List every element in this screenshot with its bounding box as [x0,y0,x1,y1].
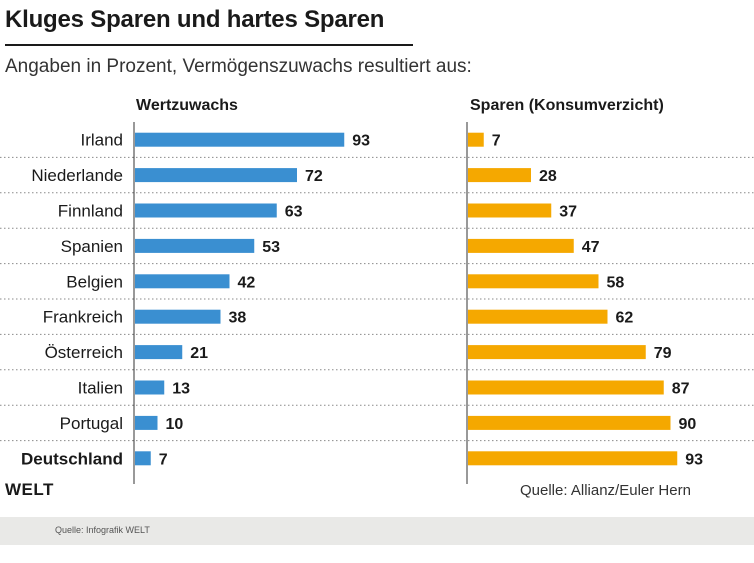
bar-sparen [468,380,664,395]
bar-sparen [468,415,671,430]
series-header-sparen: Sparen (Konsumverzicht) [470,97,664,114]
value-label: 38 [229,310,247,327]
value-label: 37 [559,204,577,221]
value-label: 93 [352,133,370,150]
bar-wertzuwachs [135,168,297,183]
bar-sparen [468,168,531,183]
footer-credit: Quelle: Infografik WELT [55,525,150,535]
value-label: 87 [672,381,690,398]
value-label: 10 [166,416,184,433]
value-label: 28 [539,168,557,185]
bar-wertzuwachs [135,132,345,147]
bar-wertzuwachs [135,415,158,430]
category-label: Österreich [45,343,123,362]
series-header-wertzuwachs: Wertzuwachs [136,97,238,114]
value-label: 93 [685,451,703,468]
bar-sparen [468,309,608,324]
category-label: Belgien [66,272,123,291]
bar-sparen [468,238,574,253]
source-note: Quelle: Allianz/Euler Hern [520,482,691,499]
bar-wertzuwachs [135,274,230,289]
bar-wertzuwachs [135,451,151,466]
bar-sparen [468,345,646,360]
category-label: Deutschland [21,449,123,468]
value-label: 62 [616,310,634,327]
value-label: 21 [190,345,208,362]
value-label: 63 [285,204,303,221]
welt-logo: WELT [5,480,54,499]
value-label: 90 [679,416,697,433]
category-label: Spanien [61,237,123,256]
bar-wertzuwachs [135,203,277,218]
value-label: 72 [305,168,323,185]
value-label: 7 [492,133,501,150]
value-label: 58 [607,274,625,291]
title-underline [5,44,413,46]
value-label: 53 [262,239,280,256]
bar-sparen [468,203,552,218]
category-label: Niederlande [31,166,123,185]
category-label: Italien [78,379,123,398]
category-label: Irland [80,131,123,150]
footer-bar: Quelle: Infografik WELT [0,517,754,545]
bar-wertzuwachs [135,380,165,395]
value-label: 79 [654,345,672,362]
value-label: 47 [582,239,600,256]
bar-chart: Wertzuwachs Sparen (Konsumverzicht) Irland… [0,97,754,484]
bar-sparen [468,132,484,147]
bar-sparen [468,451,678,466]
chart-subtitle: Angaben in Prozent, Vermögenszuwachs res… [5,56,472,77]
bar-wertzuwachs [135,309,221,324]
bar-sparen [468,274,599,289]
value-label: 7 [159,451,168,468]
category-label: Finnland [58,202,123,221]
bar-wertzuwachs [135,238,255,253]
bar-wertzuwachs [135,345,183,360]
value-label: 42 [238,274,256,291]
category-label: Portugal [60,414,123,433]
value-label: 13 [172,381,190,398]
category-label: Frankreich [43,308,123,327]
chart-title: Kluges Sparen und hartes Sparen [5,6,385,33]
